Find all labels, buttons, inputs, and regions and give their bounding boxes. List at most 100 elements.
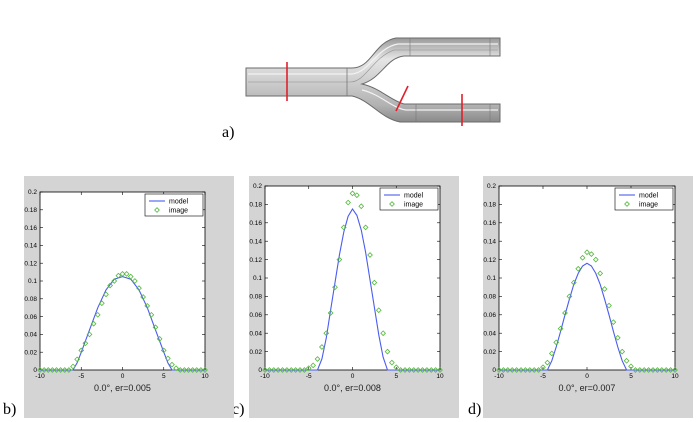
data-point-image [123,271,130,277]
data-point-image [358,203,365,210]
legend-label-model: model [169,199,189,206]
legend-label-image: image [639,202,658,209]
data-point-image [415,367,421,373]
legend-swatch-image [154,207,160,213]
x-tick-label: 0 [351,373,355,380]
data-point-image [305,365,312,372]
x-tick-label: 0 [585,373,589,380]
data-point-image [597,270,604,277]
data-point-image [663,367,670,373]
data-point-image [275,367,281,373]
legend-label-image: image [169,208,188,215]
data-point-image [202,367,208,373]
data-point-image [148,311,155,318]
data-point-image [397,367,404,373]
x-tick-label: -10 [260,373,270,380]
data-point-image [553,339,560,346]
y-tick-label: 0.06 [483,312,496,319]
data-point-image [292,367,299,373]
data-point-image [181,367,188,373]
data-point-image [45,367,52,373]
data-point-image [619,348,626,355]
data-point-image [37,367,43,373]
data-point-image [623,357,630,364]
data-point-image [152,324,159,331]
data-point-image [185,367,192,373]
data-point-image [410,367,417,373]
data-point-image [654,367,661,373]
data-point-image [177,367,184,373]
y-tick-label: 0.18 [483,202,496,209]
data-point-image [266,367,273,373]
data-point-image [371,279,378,286]
pipe-lower-highlight [361,89,498,111]
y-tick-label: 0.2 [487,183,496,190]
y-tick-label: 0.02 [249,349,262,356]
series-model [265,207,440,371]
pipe-top-highlight [248,43,498,75]
data-point-image [544,359,551,366]
x-tick-label: 5 [162,373,166,380]
data-point-image [610,319,617,326]
x-axis-label: 0.0°, er=0.007 [559,383,616,393]
data-point-image [310,362,316,369]
data-point-image [641,367,648,373]
y-tick-label: 0.04 [483,330,496,337]
data-point-image [540,364,546,371]
y-tick-label: 0.14 [483,238,496,245]
y-tick-label: 0.12 [483,257,496,264]
legend-label-model: model [404,193,424,200]
axes-box [264,185,441,371]
legend-box [614,187,674,211]
y-tick-label: 0.04 [24,332,37,339]
data-point-image [61,367,68,373]
data-point-image [74,356,80,363]
data-point-image [336,256,343,263]
x-tick-label: -10 [494,373,504,380]
data-point-image [156,335,163,342]
y-tick-label: 0.1 [487,275,496,282]
data-point-image [314,356,321,362]
y-tick-label: 0.12 [249,257,262,264]
y-tick-label: 0.12 [24,260,37,267]
data-point-image [284,367,290,373]
legend-box [379,187,439,211]
y-tick-label: 0.1 [253,275,262,282]
x-tick-label: -10 [35,373,45,380]
data-point-image [354,192,360,199]
data-point-image [367,252,373,258]
data-point-image [636,367,643,373]
data-point-image [66,367,72,373]
data-point-image [645,367,652,373]
data-point-image [393,364,400,371]
data-point-image [575,265,582,272]
plot-panel-b: 0 0.02 0.04 0.06 0.08 0.1 0.12 0.14 0.16 0.18 0.2 -… [24,176,234,418]
data-point-image [384,348,391,355]
data-point-image [53,367,60,373]
pipe-geometry [245,37,501,126]
data-point-image [301,367,308,373]
data-point-image [601,286,608,292]
data-point-image [189,367,196,373]
data-point-image [650,367,656,373]
data-point-image [566,293,573,300]
data-point-image [41,367,47,373]
data-point-image [288,367,295,373]
data-point-image [500,367,507,373]
plot-panel-c: 0 0.02 0.04 0.06 0.08 0.1 0.12 0.14 0.16 0.18 0.2 -… [249,176,459,418]
y-tick-label: 0.04 [249,330,262,337]
data-point-image [144,303,151,309]
data-point-image [270,367,277,373]
data-point-image [570,279,577,286]
data-point-image [70,363,76,370]
y-tick-label: 0.06 [249,312,262,319]
data-point-image [592,256,599,263]
data-point-image [107,282,113,289]
data-point-image [375,307,382,314]
data-point-image [49,367,56,373]
data-point-image [504,367,511,373]
x-tick-label: 5 [394,373,398,380]
data-point-image [119,271,126,277]
data-point-image [198,367,204,373]
data-point-image [279,367,286,373]
